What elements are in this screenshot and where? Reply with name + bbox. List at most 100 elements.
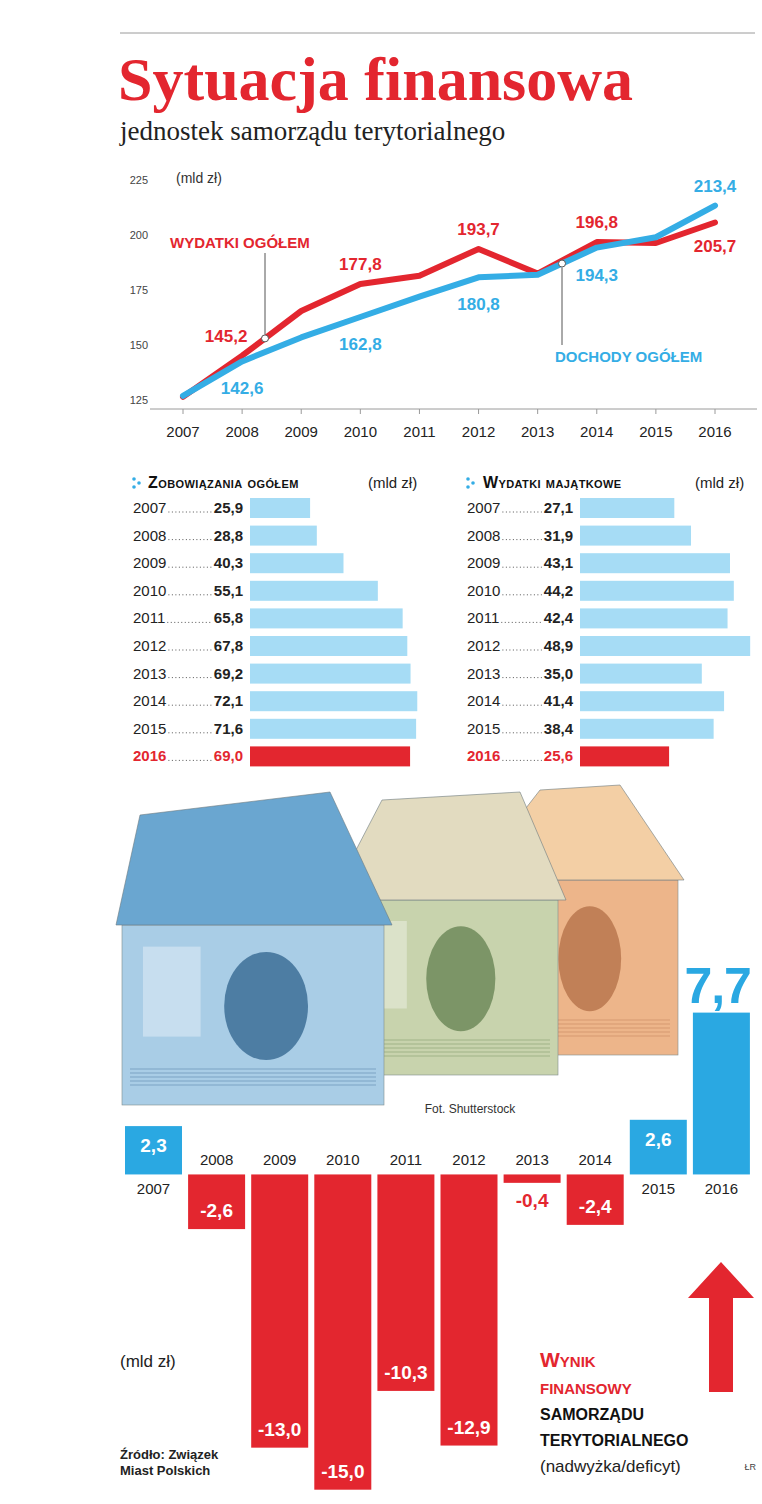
y-axis-title: (mld zł) [176,170,222,186]
note-line [130,1073,376,1074]
note-panel [143,947,201,1037]
panel-title: Wydatki majątkowe [483,474,622,491]
x-tick [301,409,302,414]
category-label: 2015 [467,720,500,737]
bar [630,1120,687,1175]
y-axis-title: (mld zł) [120,1352,176,1371]
value-label: 69,0 [214,747,243,764]
x-axis-line [150,409,757,410]
data-label: 177,8 [339,255,382,274]
bars [250,498,417,766]
y-tick-label: 125 [130,394,148,406]
category-label: 2010 [133,582,166,599]
bar [125,1126,182,1174]
x-tick-label: 2013 [515,1151,548,1168]
value-label: 25,6 [544,747,573,764]
x-tick [537,409,538,414]
data-label: 7,7 [684,958,751,1014]
x-tick [655,409,656,414]
data-label: 2,3 [140,1135,166,1156]
bar [580,636,750,656]
category-label: 2014 [133,692,166,709]
x-tick-label: 2007 [166,423,199,440]
category-label: 2008 [133,527,166,544]
x-tick-label: 2010 [344,423,377,440]
bar [580,746,669,766]
data-label: -0,4 [516,1190,549,1211]
data-label: 180,8 [457,295,500,314]
x-tick-label: 2009 [285,423,318,440]
category-label: 2010 [467,582,500,599]
leader-dots [502,732,541,733]
value-label: 44,2 [544,582,573,599]
value-label: 25,9 [214,499,243,516]
leader-dots [502,705,541,706]
leader-dots [168,594,211,595]
category-label: 2016 [467,747,500,764]
x-tick-label: 2014 [579,1151,612,1168]
icon-dot [132,477,136,481]
title: Sytuacja finansowa [118,45,633,113]
bar [250,691,417,711]
value-label: 42,4 [544,609,574,626]
data-label: 2,6 [645,1129,671,1150]
note-line [130,1069,376,1070]
category-label: 2016 [133,747,166,764]
arrow [688,1262,754,1392]
bar [250,526,317,546]
data-label: -13,0 [258,1419,301,1440]
panel-title: Zobowiązania ogółem [148,474,299,491]
bars [125,1013,750,1490]
bar [580,526,691,546]
series-name: WYDATKI OGÓŁEM [170,234,310,251]
leader-dots [168,650,211,651]
bar [567,1174,624,1224]
note-line [130,1085,376,1086]
bar [377,1174,434,1390]
line-chart: 125150175200225(mld zł)20072008200920102… [130,170,757,440]
category-label: 2013 [467,665,500,682]
x-tick-label: 2010 [326,1151,359,1168]
bar [314,1174,371,1489]
leader-dots [502,594,541,595]
icon-dot [471,481,475,485]
leader-dots [168,512,211,513]
leader-dots [168,539,211,540]
icon-dot [137,481,141,485]
category-label: 2009 [467,554,500,571]
bar [580,691,724,711]
value-label: 72,1 [214,692,243,709]
note-line [130,1081,376,1082]
x-tick [360,409,361,414]
data-label: 205,7 [694,237,737,256]
bar [580,498,674,518]
category-label: 2008 [467,527,500,544]
leader-dot [559,260,566,267]
x-tick-label: 2014 [580,423,613,440]
leader-dots [502,539,541,540]
value-label: 67,8 [214,637,243,654]
value-label: 28,8 [214,527,243,544]
photo-credit: Fot. Shutterstock [425,1102,517,1116]
bar [441,1174,498,1445]
data-label: 196,8 [576,213,619,232]
leader-dots [502,760,541,761]
value-label: 38,4 [544,720,574,737]
category-label: 2007 [467,499,500,516]
source: Źródło: Związek Miast Polskich [120,1447,245,1479]
x-tick-label: 2008 [200,1151,233,1168]
leader-dot [262,335,269,342]
category-label: 2011 [467,609,499,626]
chart-subtitle: SAMORZĄDU TERYTORIALNEGO [540,1402,740,1454]
data-label: -15,0 [321,1461,364,1482]
value-label: 65,8 [214,609,243,626]
x-tick-label: 2012 [452,1151,485,1168]
leader-dots [168,760,211,761]
x-tick-label: 2016 [698,423,731,440]
portrait [558,906,621,1011]
unit-label: (mld zł) [368,474,417,491]
value-label: 69,2 [214,665,243,682]
subtitle: jednostek samorządu terytorialnego [119,116,505,146]
chart-note: (nadwyżka/deficyt) [540,1455,750,1479]
bar [580,719,714,739]
